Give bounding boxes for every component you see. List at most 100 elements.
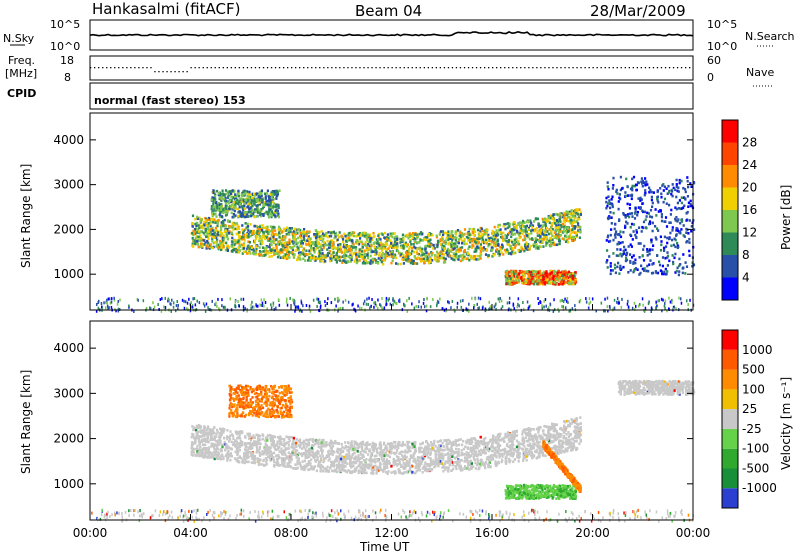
echo-cell — [515, 224, 517, 227]
clutter-cell — [423, 302, 425, 305]
freq-point — [460, 67, 461, 68]
echo-cell — [256, 192, 258, 195]
clutter-cell — [370, 305, 372, 308]
echo-cell — [466, 243, 468, 246]
y-tick-label: 3000 — [53, 178, 84, 192]
echo-cell — [244, 211, 246, 214]
echo-cell — [255, 245, 257, 248]
clutter-cell — [224, 306, 226, 309]
echo-cell — [531, 274, 533, 277]
freq-point — [613, 67, 614, 68]
freq-point — [271, 67, 272, 68]
echo-cell — [466, 258, 468, 261]
echo-cell — [607, 181, 609, 184]
echo-cell — [249, 247, 251, 250]
echo-cell — [424, 238, 426, 241]
echo-cell — [611, 222, 613, 225]
echo-cell — [225, 212, 227, 215]
echo-cell — [549, 245, 551, 248]
echo-cell — [646, 265, 648, 268]
echo-cell — [615, 190, 617, 193]
echo-cell — [351, 240, 353, 243]
clutter-cell — [411, 302, 413, 305]
echo-cell — [403, 262, 405, 265]
echo-cell — [500, 248, 502, 251]
echo-cell — [377, 238, 379, 241]
echo-cell — [397, 263, 399, 266]
freq-point — [166, 71, 167, 72]
echo-cell — [635, 210, 637, 213]
echo-cell — [327, 231, 329, 234]
echo-cell — [634, 259, 636, 262]
echo-cell — [574, 280, 576, 283]
echo-cell — [414, 233, 416, 236]
echo-cell — [395, 262, 397, 265]
clutter-cell — [635, 305, 637, 308]
echo-cell — [271, 243, 273, 246]
echo-cell — [439, 253, 441, 256]
echo-cell — [198, 227, 200, 230]
echo-cell — [560, 282, 562, 285]
echo-cell — [372, 232, 374, 235]
clutter-cell — [618, 302, 620, 305]
echo-cell — [668, 191, 670, 194]
echo-cell — [426, 258, 428, 261]
echo-cell — [416, 248, 418, 251]
echo-cell — [631, 212, 633, 215]
clutter-cell — [574, 304, 576, 307]
clutter-cell — [257, 305, 259, 308]
echo-cell — [502, 239, 504, 242]
freq-point — [528, 67, 529, 68]
echo-cell — [231, 231, 233, 234]
echo-cell — [445, 232, 447, 235]
echo-cell — [416, 237, 418, 240]
echo-cell — [545, 244, 547, 247]
echo-cell — [243, 251, 245, 254]
echo-cell — [266, 246, 268, 249]
echo-cell — [330, 232, 332, 235]
echo-cell — [441, 257, 443, 260]
echo-cell — [535, 244, 537, 247]
echo-cell — [221, 246, 223, 249]
echo-cell — [559, 273, 561, 276]
echo-cell — [294, 253, 296, 256]
echo-cell — [678, 207, 680, 210]
echo-cell — [378, 254, 380, 257]
echo-cell — [436, 260, 438, 263]
echo-cell — [539, 235, 541, 238]
clutter-cell — [143, 299, 145, 302]
echo-cell — [563, 228, 565, 231]
clutter-cell — [482, 307, 484, 310]
echo-cell — [499, 246, 501, 249]
echo-cell — [625, 257, 627, 260]
echo-cell — [397, 245, 399, 248]
echo-cell — [672, 183, 674, 186]
echo-cell — [278, 228, 280, 231]
echo-cell — [455, 239, 457, 242]
echo-cell — [607, 202, 609, 205]
freq-point — [508, 67, 509, 68]
echo-cell — [278, 231, 280, 234]
freq-point — [154, 71, 155, 72]
echo-cell — [389, 245, 391, 248]
echo-cell — [649, 248, 651, 251]
clutter-cell — [261, 298, 263, 301]
clutter-cell — [457, 302, 459, 305]
echo-cell — [683, 224, 685, 227]
clutter-cell — [96, 303, 98, 306]
echo-cell — [419, 246, 421, 249]
echo-cell — [390, 262, 392, 265]
echo-cell — [431, 234, 433, 237]
echo-cell — [687, 180, 689, 183]
echo-cell — [689, 219, 691, 222]
echo-cell — [323, 234, 325, 237]
clutter-cell — [439, 298, 441, 301]
clutter-cell — [319, 301, 321, 304]
clutter-cell — [384, 306, 386, 309]
echo-cell — [388, 247, 390, 250]
echo-cell — [272, 236, 274, 239]
echo-cell — [310, 253, 312, 256]
echo-cell — [634, 262, 636, 265]
clutter-cell — [538, 302, 540, 305]
